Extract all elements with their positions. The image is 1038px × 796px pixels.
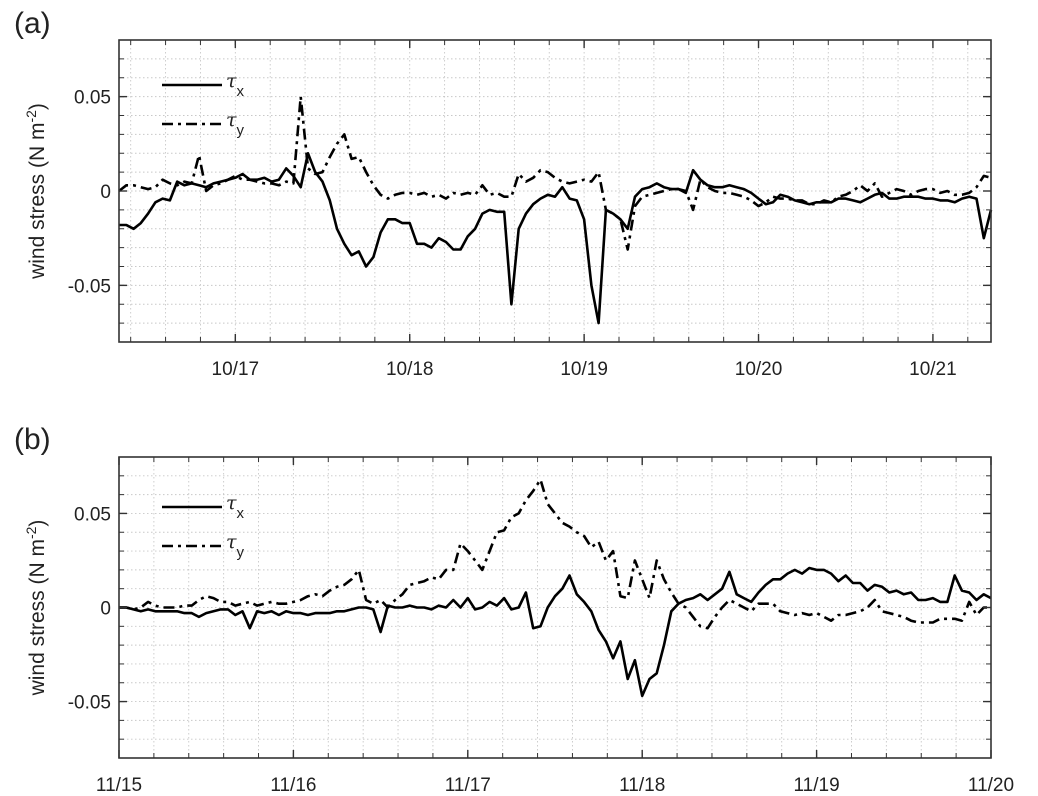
y-tick-label: 0 [100, 599, 111, 620]
panel-label: (a) [14, 7, 51, 40]
legend-label-x: τx [226, 492, 245, 522]
y-tick-label: 0.05 [74, 504, 111, 525]
legend-symbol: τ [226, 109, 237, 131]
x-tick-label: 10/21 [909, 359, 957, 380]
panel-a: -0.05 0 0.05 10/17 10/18 10/19 10/20 10/21 (a) wi… [14, 7, 993, 380]
panel-b: -0.05 0 0.05 11/15 11/16 11/17 11/18 11/19 11/20… [14, 423, 1014, 796]
y-axis-title-close: ) [26, 103, 49, 110]
panel-label: (b) [14, 423, 51, 456]
y-tick-label: -0.05 [68, 693, 111, 714]
x-tick-label: 11/20 [968, 775, 1014, 796]
legend-symbol: τ [226, 531, 237, 553]
y-axis-title-main: wind stress (N m [26, 123, 49, 280]
legend-subscript: x [237, 83, 245, 100]
x-tick-label: 11/16 [270, 775, 316, 796]
x-tick-label: 10/18 [386, 359, 434, 380]
legend-symbol: τ [226, 70, 237, 92]
x-tick-label: 11/17 [445, 775, 491, 796]
legend-label-x: τx [226, 70, 245, 100]
y-tick-label: -0.05 [68, 276, 111, 297]
y-axis-title-exponent: -2 [23, 526, 39, 539]
y-tick-label: 0.05 [74, 88, 111, 109]
x-tick-label: 10/19 [560, 359, 608, 380]
x-tick-label: 11/19 [794, 775, 840, 796]
legend-subscript: y [237, 122, 245, 139]
y-axis-title-main: wind stress (N m [26, 539, 49, 696]
x-tick-label: 10/20 [735, 359, 783, 380]
y-axis-title-close: ) [26, 520, 49, 527]
grid-lines [118, 456, 992, 759]
x-tick-label: 10/17 [212, 359, 260, 380]
series-line-x [119, 152, 993, 325]
series-line-x [119, 566, 992, 698]
x-tick-label: 11/15 [96, 775, 142, 796]
y-tick-label: 0 [100, 182, 111, 203]
y-axis-title-exponent: -2 [23, 110, 39, 123]
legend-symbol: τ [226, 492, 237, 514]
legend-subscript: x [237, 505, 245, 522]
series-line-y [119, 478, 991, 630]
grid-lines [119, 39, 991, 343]
y-axis-title: wind stress (N m-2) [23, 103, 49, 280]
series-line-y [118, 95, 992, 251]
legend-label-y: τy [226, 531, 245, 561]
y-axis-title: wind stress (N m-2) [23, 520, 49, 697]
legend-subscript: y [237, 544, 245, 561]
x-tick-label: 11/18 [619, 775, 665, 796]
legend-label-y: τy [226, 109, 245, 139]
